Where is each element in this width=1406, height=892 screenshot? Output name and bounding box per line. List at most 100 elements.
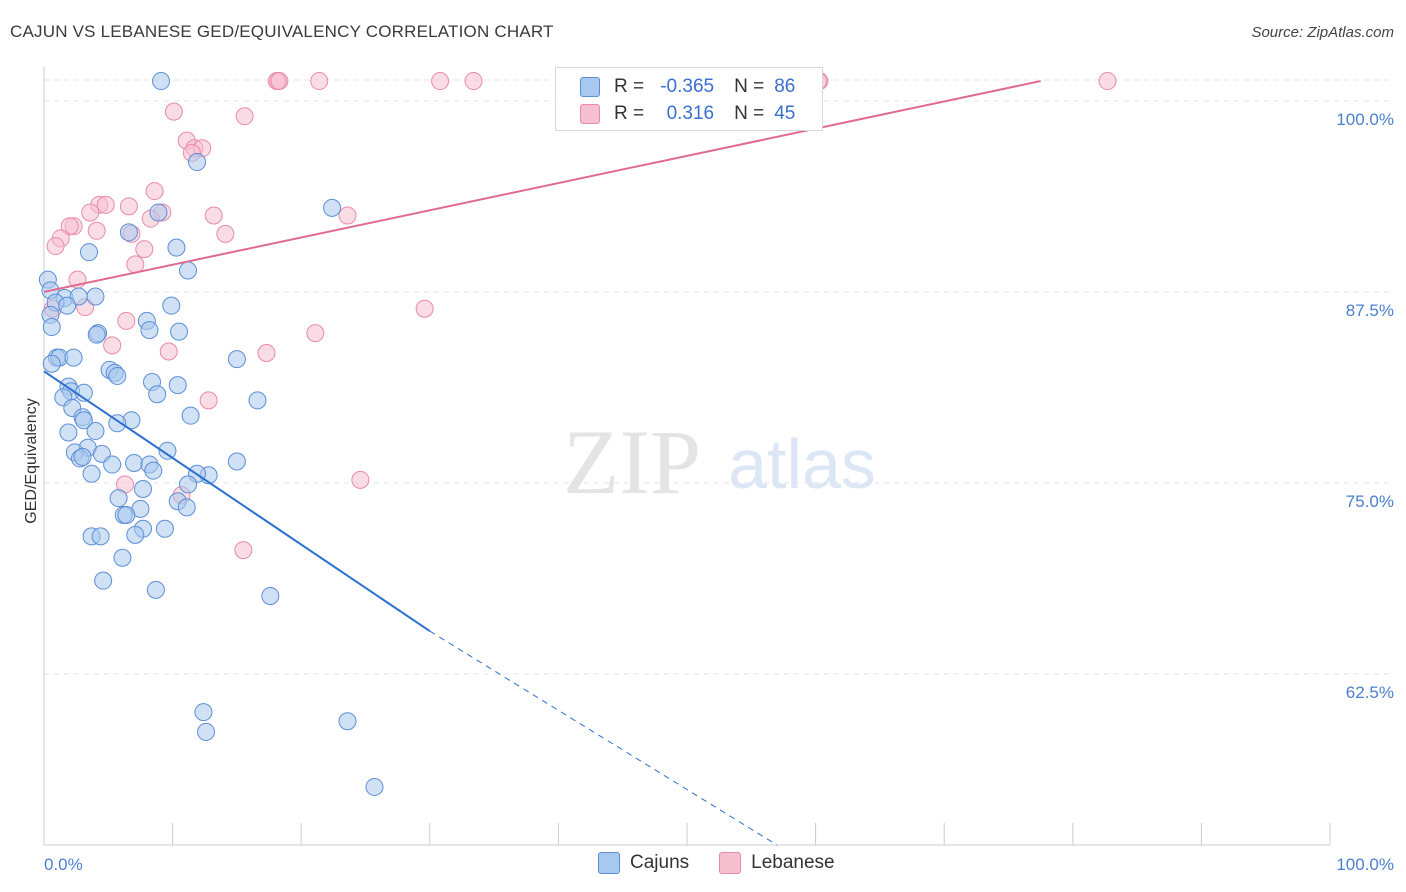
legend-n-value: 45 xyxy=(774,103,796,124)
lebanese-point xyxy=(145,182,164,201)
cajun-point xyxy=(80,243,99,262)
legend-item-lebanese: Lebanese xyxy=(719,852,835,874)
watermark-zip: ZIP xyxy=(563,411,701,513)
legend-r-label: R = xyxy=(614,76,645,97)
lebanese-point xyxy=(87,221,106,240)
cajun-point xyxy=(108,366,127,385)
cajun-point xyxy=(227,350,246,369)
lebanese-point xyxy=(81,203,100,222)
cajun-point xyxy=(338,712,357,731)
cajun-point xyxy=(126,525,145,544)
cajun-point xyxy=(158,441,177,460)
cajun-point xyxy=(155,519,174,538)
cajun-point xyxy=(109,489,128,508)
lebanese-point xyxy=(235,107,254,126)
cajun-point xyxy=(103,455,122,474)
legend-n-value: 86 xyxy=(774,76,796,97)
cajun-point xyxy=(162,296,181,315)
lebanese-point xyxy=(216,224,235,243)
lebanese-point xyxy=(204,206,223,225)
cajun-point xyxy=(140,321,159,340)
legend-n-label: N = xyxy=(734,76,765,97)
lebanese-swatch xyxy=(580,104,600,124)
cajun-point xyxy=(87,325,106,344)
cajun-point xyxy=(181,406,200,425)
lebanese-point xyxy=(270,72,289,91)
cajun-point xyxy=(58,296,77,315)
cajun-point xyxy=(261,586,280,605)
cajun-point xyxy=(148,385,167,404)
cajun-point xyxy=(167,238,186,257)
lebanese-point xyxy=(306,324,325,343)
legend-r-label: R = xyxy=(614,103,645,124)
cajun-point xyxy=(248,391,267,410)
lebanese-point xyxy=(351,470,370,489)
lebanese-point xyxy=(310,72,329,91)
cajun-point xyxy=(197,722,216,741)
cajun-point xyxy=(113,548,132,567)
cajun-point xyxy=(125,454,144,473)
lebanese-swatch xyxy=(719,852,742,874)
legend-r-value: -0.365 xyxy=(660,76,715,97)
cajun-point xyxy=(64,348,83,367)
legend-label-cajuns: Cajuns xyxy=(630,852,690,873)
cajun-point xyxy=(152,72,171,91)
cajun-point xyxy=(227,452,246,471)
axes xyxy=(43,67,1331,846)
cajun-point xyxy=(119,223,138,242)
cajun-point xyxy=(177,498,196,517)
cajun-point xyxy=(86,287,105,306)
legend-row-cajun: R = -0.365 N = 86 xyxy=(580,75,795,99)
y-tick-label: 62.5% xyxy=(1346,683,1394,702)
lebanese-point xyxy=(46,237,65,256)
cajun-trend-extension xyxy=(429,630,778,846)
cajun-point xyxy=(179,261,198,280)
lebanese-point xyxy=(464,72,483,91)
cajun-point xyxy=(91,527,110,546)
y-axis-label: GED/Equivalency xyxy=(23,398,40,523)
cajun-point xyxy=(323,198,342,217)
cajun-swatch xyxy=(580,77,600,97)
legend-label-lebanese: Lebanese xyxy=(751,852,835,873)
lebanese-point xyxy=(257,344,276,363)
correlation-legend: R = -0.365 N = 86 R = 0.316 N = 45 xyxy=(555,67,823,131)
lebanese-point xyxy=(199,391,218,410)
legend-row-lebanese: R = 0.316 N = 45 xyxy=(580,102,795,126)
cajun-point xyxy=(94,571,113,590)
cajun-point xyxy=(82,464,101,483)
cajun-points xyxy=(38,72,384,796)
lebanese-point xyxy=(164,102,183,121)
cajun-point xyxy=(365,777,384,796)
y-tick-labels: 62.5% 75.0% 87.5% 100.0% xyxy=(1336,110,1394,702)
cajun-point xyxy=(42,354,61,373)
cajun-point xyxy=(146,580,165,599)
cajun-point xyxy=(73,447,92,466)
cajun-point xyxy=(188,153,207,172)
cajun-point xyxy=(170,322,189,341)
cajun-trend-line xyxy=(43,370,431,632)
lebanese-point xyxy=(96,195,115,214)
x-tick-max: 100.0% xyxy=(1336,855,1394,874)
lebanese-point xyxy=(103,336,122,355)
lebanese-point xyxy=(159,342,178,361)
cajun-point xyxy=(168,376,187,395)
y-tick-label: 75.0% xyxy=(1346,492,1394,511)
cajun-point xyxy=(74,411,93,430)
y-tick-label: 100.0% xyxy=(1336,110,1394,129)
lebanese-point xyxy=(234,541,253,560)
source-label: Source: ZipAtlas.com xyxy=(1251,24,1394,41)
trend-lines xyxy=(43,80,1041,846)
lebanese-point xyxy=(119,197,138,216)
lebanese-point xyxy=(135,240,154,259)
cajun-point xyxy=(149,203,168,222)
lebanese-point xyxy=(60,217,79,236)
legend-r-value: 0.316 xyxy=(666,103,715,124)
lebanese-point xyxy=(431,72,450,91)
x-tick-min: 0.0% xyxy=(44,855,83,874)
series-legend: Cajuns Lebanese xyxy=(598,852,865,874)
cajun-point xyxy=(59,423,78,442)
cajun-swatch xyxy=(598,852,620,874)
cajun-point xyxy=(117,505,136,524)
lebanese-point xyxy=(117,311,136,330)
